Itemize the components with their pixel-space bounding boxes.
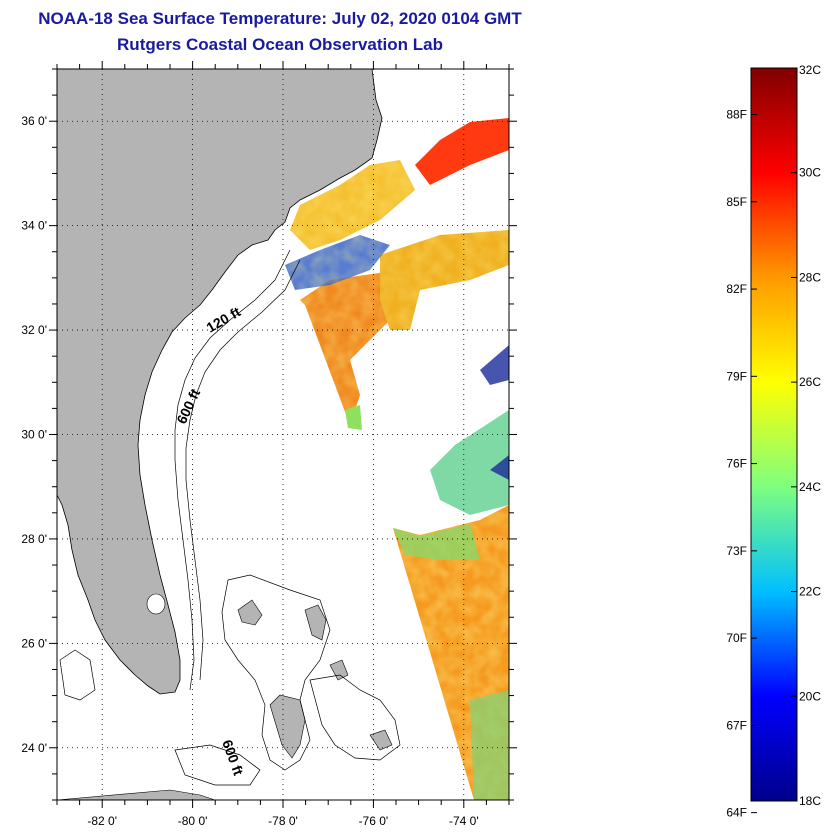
colorbar-ticks: [751, 67, 797, 814]
colorbar-c-label: 24C: [799, 480, 821, 494]
lat-tick-label: 36 0': [21, 114, 47, 128]
sst-patch-dark-flecks: [490, 455, 509, 480]
colorbar-c-label: 28C: [799, 270, 821, 284]
sst-swath-south-cool-edge: [393, 524, 480, 560]
map-axis-labels: 36 0' 34 0' 32 0' 30 0' 28 0' 26 0' 24 0' -82 0…: [21, 114, 478, 828]
colorbar-f-label: 85F: [726, 195, 747, 209]
lat-tick-label: 26 0': [21, 636, 47, 650]
colorbar-f-label: 82F: [726, 282, 747, 296]
lake-okeechobee: [146, 593, 166, 615]
sst-patch-north-band-texture: [380, 230, 509, 330]
colorbar-f-label: 64F: [726, 806, 747, 820]
lon-tick-label: -74 0': [449, 814, 479, 828]
lon-tick-label: -78 0': [268, 814, 298, 828]
lon-tick-label: -80 0': [178, 814, 208, 828]
lat-tick-label: 24 0': [21, 741, 47, 755]
colorbar: [750, 67, 798, 802]
map-layers: 120 ft 600 ft 600 ft: [57, 69, 509, 800]
colorbar-labels: 32C 30C 28C 26C 24C 22C 20C 18C 88F 85F 82F 79F 76F 7…: [726, 63, 821, 820]
lat-tick-label: 32 0': [21, 323, 47, 337]
colorbar-f-label: 76F: [726, 457, 747, 471]
sst-patch-flecks-south: [345, 405, 362, 430]
colorbar-f-label: 88F: [726, 108, 747, 122]
sst-patch-east-strip: [430, 410, 509, 515]
colorbar-f-label: 73F: [726, 544, 747, 558]
colorbar-c-label: 26C: [799, 375, 821, 389]
sst-patch-nc-shelf-texture: [290, 160, 415, 250]
colorbar-c-label: 20C: [799, 689, 821, 703]
sst-patch-coastal-blue-texture: [285, 235, 390, 290]
colorbar-c-label: 32C: [799, 63, 821, 77]
map-subtitle: Rutgers Coastal Ocean Observation Lab: [117, 35, 443, 54]
colorbar-f-label: 67F: [726, 718, 747, 732]
sst-patch-dark-fleck-east: [480, 345, 509, 385]
land-southeast-us: [57, 69, 383, 695]
lat-tick-label: 28 0': [21, 532, 47, 546]
colorbar-c-label: 22C: [799, 585, 821, 599]
sst-patch-cape-hatteras: [415, 118, 509, 185]
lon-tick-label: -82 0': [87, 814, 117, 828]
colorbar-f-label: 79F: [726, 369, 747, 383]
sst-swaths: [255, 82, 509, 800]
sst-patch-central-texture: [300, 270, 410, 425]
lat-tick-label: 34 0': [21, 219, 47, 233]
colorbar-c-label: 30C: [799, 166, 821, 180]
land-bahamas: [57, 599, 393, 800]
lat-tick-label: 30 0': [21, 428, 47, 442]
sst-swath-south-green-corner: [470, 690, 509, 800]
map-title: NOAA-18 Sea Surface Temperature: July 02…: [38, 9, 522, 28]
colorbar-c-label: 18C: [799, 794, 821, 808]
colorbar-f-label: 70F: [726, 631, 747, 645]
map-axis-ticks: [49, 61, 517, 808]
map-grid: [57, 69, 509, 800]
lon-tick-label: -76 0': [359, 814, 389, 828]
bathymetry-contours: [59, 249, 401, 786]
